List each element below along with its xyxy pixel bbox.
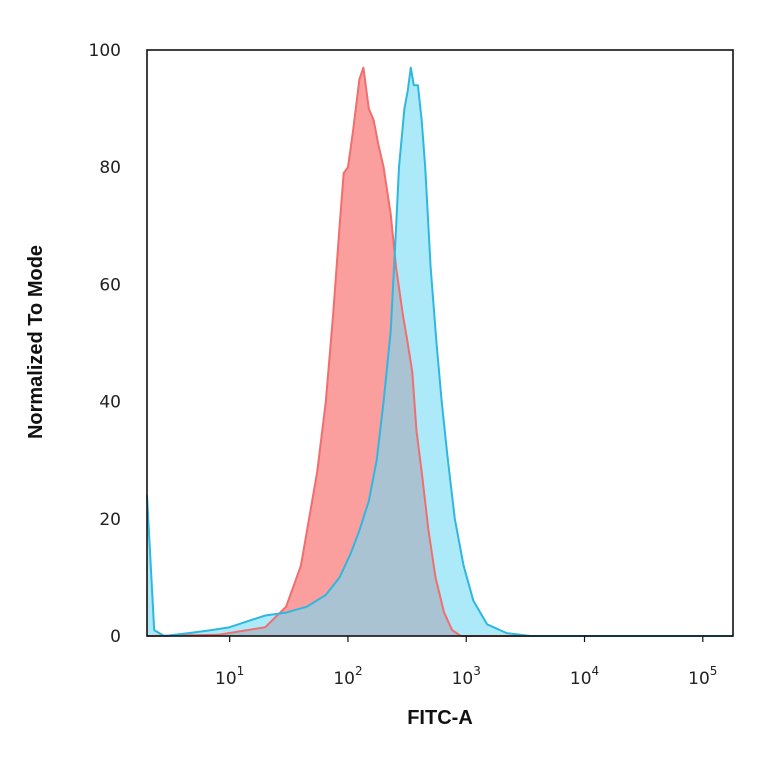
series-2-area (147, 67, 733, 637)
x-tick-label: 104 (570, 664, 599, 689)
series-2-line (146, 66, 733, 637)
x-axis: 101 102 103 104 105 (215, 636, 717, 689)
y-tick-label: 0 (110, 627, 121, 647)
y-tick-label: 100 (89, 41, 121, 61)
x-tick-label: 103 (452, 664, 481, 689)
plot-frame (146, 49, 734, 637)
y-axis-title: Normalized To Mode (25, 245, 47, 439)
series-layer (146, 66, 733, 637)
y-tick-label: 60 (99, 275, 121, 295)
series-1-line (146, 66, 733, 637)
y-tick-label: 20 (99, 510, 121, 530)
x-axis-title: FITC-A (407, 707, 473, 729)
x-tick-label: 102 (333, 664, 362, 689)
y-tick-label: 40 (99, 393, 121, 413)
x-tick-label: 105 (688, 664, 717, 689)
y-axis: 0 20 40 60 80 100 (89, 41, 121, 647)
y-tick-label: 80 (99, 158, 121, 178)
x-tick-label: 101 (215, 664, 244, 689)
